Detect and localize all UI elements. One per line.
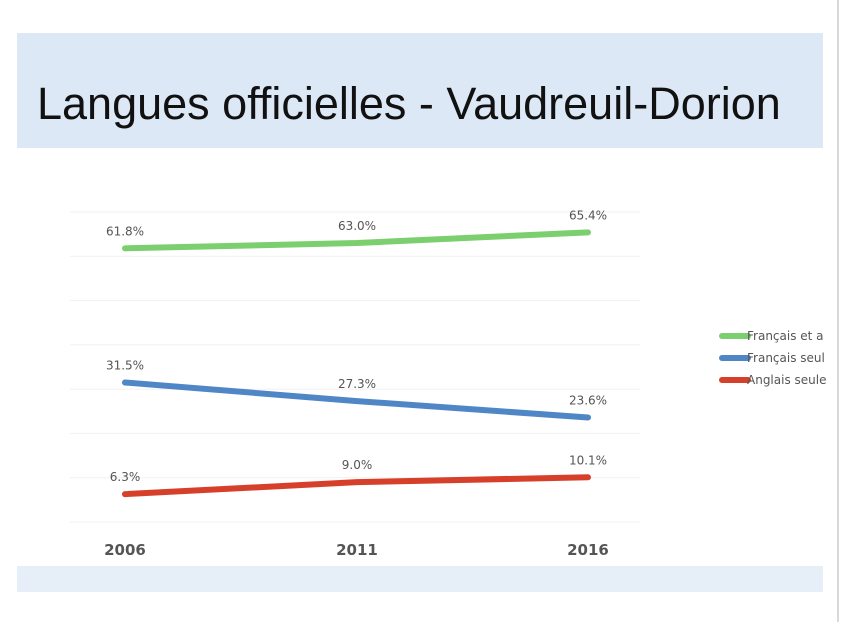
x-tick-label: 2006 [104,541,146,559]
data-label: 63.0% [338,219,376,233]
legend: Français et a Français seul Anglais seule [719,329,826,387]
series-line-3 [122,474,591,498]
chart-title: Langues officielles - Vaudreuil-Dorion [37,78,781,129]
legend-label: Anglais seule [747,373,826,387]
title-banner [17,33,823,148]
series-line-2 [122,379,591,421]
x-tick-label: 2011 [336,541,378,559]
x-axis-labels: 2006 2011 2016 [104,541,609,559]
data-label: 6.3% [110,470,141,484]
data-label: 10.1% [569,453,607,467]
page-edge-line [837,0,839,622]
data-labels: 61.8% 63.0% 65.4% 31.5% 27.3% 23.6% 6.3% 9.0% 10… [106,208,607,484]
data-label: 31.5% [106,359,144,373]
data-label: 61.8% [106,224,144,238]
data-label: 27.3% [338,377,376,391]
series-lines [122,229,591,498]
data-label: 23.6% [569,393,607,407]
data-label: 65.4% [569,208,607,222]
data-label: 9.0% [342,458,373,472]
series-line-1 [122,229,591,252]
x-tick-label: 2016 [567,541,609,559]
legend-label: Français et a [747,329,824,343]
legend-label: Français seul [747,351,825,365]
footer-band [17,566,823,592]
